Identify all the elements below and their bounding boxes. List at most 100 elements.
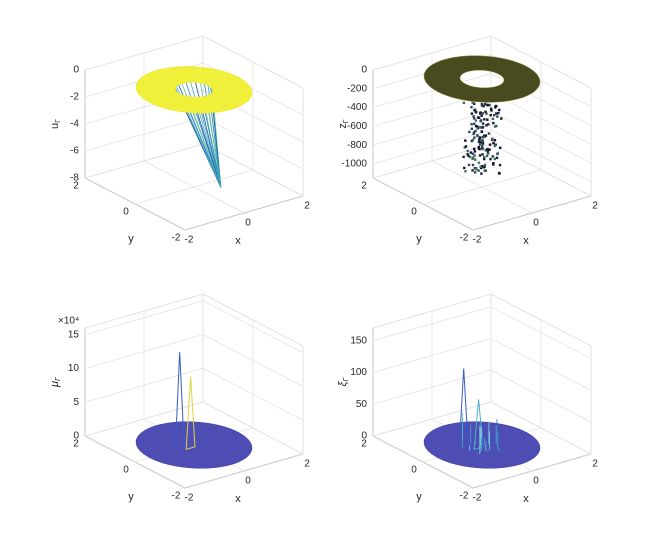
z-axis-label-subscript: Γ bbox=[343, 377, 350, 382]
grid-line bbox=[490, 369, 592, 423]
z-tick-label: 50 bbox=[356, 399, 368, 410]
grid-line bbox=[84, 401, 204, 437]
surface-point bbox=[492, 162, 495, 165]
z-axis-label: uΓ bbox=[49, 119, 62, 129]
surface-point bbox=[490, 109, 493, 112]
x-axis-label: x bbox=[523, 493, 529, 505]
grid-line bbox=[202, 35, 304, 89]
surface-point bbox=[464, 170, 467, 173]
surface-point bbox=[484, 149, 488, 152]
surface-point bbox=[489, 114, 492, 117]
surface-point bbox=[471, 169, 474, 172]
surface-point bbox=[491, 117, 495, 121]
surface-point bbox=[487, 132, 491, 135]
surface bbox=[135, 352, 253, 469]
grid-line bbox=[372, 369, 492, 405]
surface-point bbox=[472, 132, 475, 136]
surface-point bbox=[493, 138, 497, 142]
z-tick-label: -8 bbox=[70, 173, 79, 184]
surface-ring bbox=[423, 55, 541, 103]
surface-point bbox=[483, 163, 487, 167]
x-tick-label: 0 bbox=[533, 476, 539, 487]
z-axis-label-text: ξ bbox=[337, 380, 349, 386]
grid-line bbox=[422, 169, 542, 205]
surface-point bbox=[477, 169, 480, 172]
surface-point bbox=[488, 103, 491, 107]
surface-point bbox=[468, 130, 471, 134]
z-tick-label: -800 bbox=[347, 140, 367, 151]
surface-point bbox=[486, 118, 489, 121]
surface-point bbox=[482, 134, 486, 137]
x-axis-label: x bbox=[235, 493, 241, 505]
surface-point bbox=[481, 122, 485, 125]
y-tick-label: 2 bbox=[361, 181, 367, 192]
surface-point bbox=[496, 115, 499, 118]
surface-point bbox=[476, 134, 479, 137]
surface-point bbox=[485, 154, 489, 158]
surface-point bbox=[474, 158, 477, 161]
surface-point bbox=[469, 151, 473, 154]
surface-point bbox=[481, 153, 484, 156]
y-tick-label: 0 bbox=[411, 207, 417, 218]
surface-point bbox=[484, 110, 487, 113]
x-tick-label: 0 bbox=[533, 218, 539, 229]
surface-point bbox=[470, 105, 473, 109]
z-tick-label: 15 bbox=[68, 329, 80, 340]
z-tick-label: 0 bbox=[73, 65, 79, 76]
grid-line bbox=[372, 338, 492, 373]
grid-line bbox=[490, 401, 592, 455]
surface-point bbox=[473, 171, 477, 174]
y-axis-label: y bbox=[416, 233, 422, 245]
surface-point bbox=[486, 104, 489, 107]
surface-point bbox=[493, 157, 497, 161]
x-tick-label: 2 bbox=[592, 459, 598, 470]
surface-spike bbox=[174, 352, 185, 450]
surface-point bbox=[500, 117, 503, 120]
surface-point bbox=[475, 110, 478, 114]
y-tick-label: -2 bbox=[460, 233, 469, 244]
z-axis-label: μΓ bbox=[49, 376, 62, 388]
grid-line bbox=[202, 401, 304, 455]
z-tick-label: 0 bbox=[361, 431, 367, 442]
grid-line bbox=[490, 338, 592, 391]
z-tick-label: -6 bbox=[70, 146, 79, 157]
surface-point bbox=[483, 118, 486, 121]
z-axis-label-text: u bbox=[49, 123, 61, 129]
x-axis-label: x bbox=[523, 235, 529, 247]
surface-point bbox=[495, 156, 499, 160]
surface-point bbox=[498, 108, 501, 112]
y-axis-label: y bbox=[416, 491, 422, 503]
grid-line bbox=[202, 143, 304, 197]
surface-point bbox=[476, 127, 479, 130]
x-tick-label: -2 bbox=[185, 235, 194, 246]
grid-line bbox=[372, 35, 492, 71]
y-tick-label: -2 bbox=[460, 491, 469, 502]
surface-point bbox=[478, 136, 482, 139]
surface-point bbox=[492, 141, 495, 145]
surface-point bbox=[492, 163, 495, 166]
surface-point bbox=[497, 171, 501, 175]
surface-point bbox=[487, 123, 490, 126]
z-tick-label: 100 bbox=[350, 367, 367, 378]
grid-line bbox=[490, 129, 592, 183]
surface-point bbox=[466, 153, 469, 156]
surface-point bbox=[491, 155, 495, 158]
grid-line bbox=[84, 367, 204, 403]
grid-line bbox=[372, 73, 492, 108]
grid-line bbox=[84, 300, 204, 336]
grid-line bbox=[472, 195, 592, 231]
surface bbox=[135, 66, 253, 188]
grid-line bbox=[84, 116, 204, 152]
surface-point bbox=[480, 165, 484, 168]
grid-line bbox=[490, 35, 592, 89]
y-tick-label: -2 bbox=[172, 233, 181, 244]
z-tick-label: -400 bbox=[347, 102, 367, 113]
surface-ring bbox=[135, 66, 253, 114]
surface-point bbox=[470, 112, 474, 115]
x-tick-label: 2 bbox=[592, 201, 598, 212]
surface-point bbox=[478, 138, 481, 141]
surface-point bbox=[483, 135, 486, 139]
